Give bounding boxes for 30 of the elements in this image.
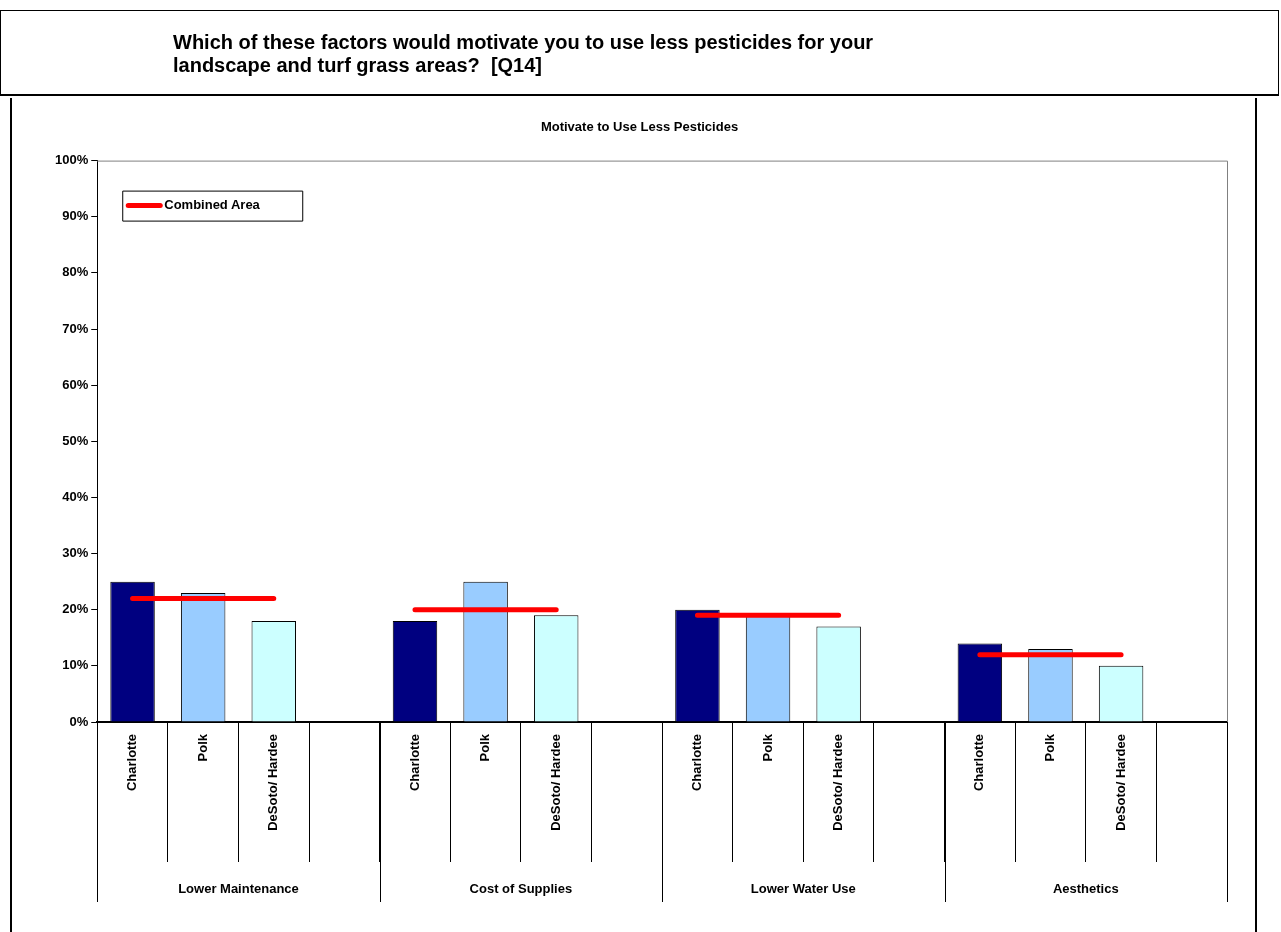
x-tick-label: Polk (1042, 733, 1058, 762)
x-tick-label: Charlotte (971, 734, 987, 792)
text: Lower Maintenance (178, 880, 299, 896)
x-tick-label: Polk (759, 733, 775, 762)
chart-subtitle: Motivate to Use Less Pesticides (540, 119, 739, 135)
x-tick-label: Charlotte (124, 734, 140, 792)
text: Lower Water Use (750, 880, 856, 896)
y-tick-label: 50% (62, 432, 89, 448)
y-tick-label: 10% (62, 657, 89, 673)
y-tick-label: 80% (62, 264, 89, 280)
text: Cost of Supplies (469, 880, 573, 896)
x-tick-label: DeSoto/ Hardee (265, 734, 281, 831)
y-tick-label: 30% (62, 545, 89, 561)
text: Aesthetics (1052, 880, 1119, 896)
y-tick-label: 90% (62, 208, 89, 224)
x-tick-label: Polk (194, 733, 210, 762)
x-tick-label: DeSoto/ Hardee (1112, 734, 1128, 831)
y-tick-label: 20% (62, 601, 89, 617)
y-tick-label: 40% (62, 489, 89, 505)
x-tick-label: Polk (477, 733, 493, 762)
chart-title: Which of these factors would motivate you to use less pesticides for your landscape and turf grass areas? [Q14] (173, 31, 875, 77)
x-tick-label: DeSoto/ Hardee (830, 734, 846, 831)
y-tick-label: 100% (55, 152, 89, 168)
x-tick-label: DeSoto/ Hardee (547, 734, 563, 831)
legend-label: Combined Area (164, 197, 261, 213)
x-tick-label: Charlotte (406, 734, 422, 792)
y-tick-label: 60% (62, 376, 89, 392)
y-tick-label: 0% (69, 713, 89, 729)
y-tick-label: 70% (62, 320, 89, 336)
x-tick-label: Charlotte (689, 734, 705, 792)
